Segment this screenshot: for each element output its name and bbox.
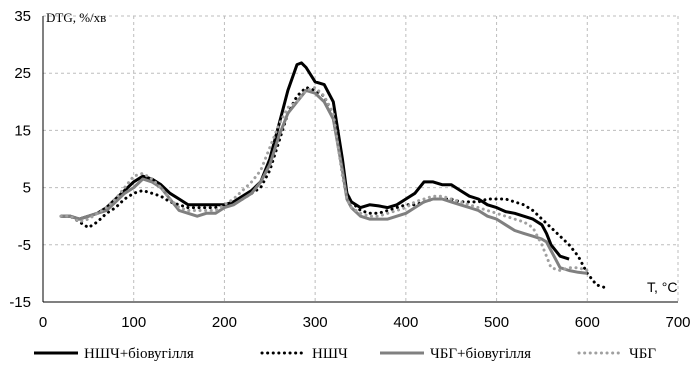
y-tick-label: 35: [14, 8, 31, 25]
tick-labels: 0 100 200 300 400 500 600 700 -15 -5 5 15 25 35: [9, 8, 690, 331]
x-tick-label: 200: [212, 314, 237, 331]
y-tick-label: 5: [23, 180, 31, 197]
y-tick-label: -15: [9, 294, 31, 311]
legend-label-3: ЧБГ+біовугілля: [430, 346, 531, 362]
grid: [43, 15, 679, 302]
legend: НШЧ+біовугілля НШЧ ЧБГ+біовугілля ЧБГ: [34, 346, 656, 362]
series-line-4: [59, 86, 589, 272]
x-tick-label: 400: [393, 314, 418, 331]
x-tick-label: 100: [121, 314, 146, 331]
legend-label-2: НШЧ: [312, 346, 348, 362]
y-tick-label: 15: [14, 122, 31, 139]
series-line-3: [61, 88, 588, 275]
x-tick-label: 0: [39, 314, 47, 331]
x-tick-label: 500: [484, 314, 509, 331]
series-lines: [59, 61, 607, 290]
legend-label-4: ЧБГ: [629, 346, 656, 362]
y-tick-label: -5: [18, 237, 31, 254]
legend-label-1: НШЧ+біовугілля: [84, 346, 194, 362]
y-axis-label: DTG, %/хв: [46, 10, 106, 25]
axes: [42, 16, 678, 303]
y-tick-label: 25: [14, 65, 31, 82]
x-axis-label: T, °C: [647, 279, 678, 295]
x-tick-label: 700: [665, 314, 690, 331]
x-tick-label: 600: [575, 314, 600, 331]
x-tick-label: 300: [303, 314, 328, 331]
